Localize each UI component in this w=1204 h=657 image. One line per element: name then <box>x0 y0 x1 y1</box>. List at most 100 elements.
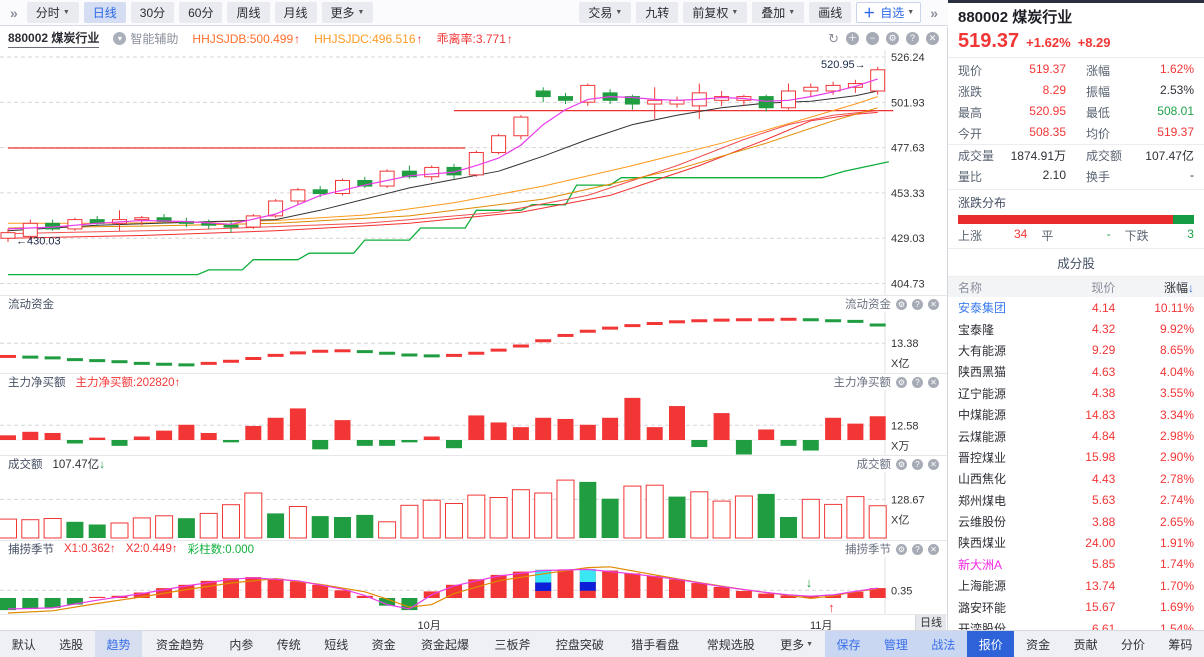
bottom-tab-资金趋势[interactable]: 资金趋势 <box>142 631 217 657</box>
bottom-tab-保存[interactable]: 保存 <box>824 631 873 657</box>
bottom-tab-传统[interactable]: 传统 <box>265 631 312 657</box>
help-icon[interactable]: ? <box>912 458 923 470</box>
toolbar-item-月线[interactable]: 月线 <box>274 2 317 23</box>
stat-最高: 最高 520.95 <box>948 104 1076 121</box>
stock-price: 4.84 <box>1091 429 1116 444</box>
help-icon[interactable]: ? <box>912 298 923 310</box>
stock-row[interactable]: 新大洲A 5.85 1.74% <box>948 554 1204 575</box>
toolbar-item-分时[interactable]: 分时 ▼ <box>26 2 79 23</box>
bottom-tab-控盘突破[interactable]: 控盘突破 <box>542 631 617 657</box>
liquid-funds-chart[interactable]: 13.38 X亿 <box>0 312 948 373</box>
stock-row[interactable]: 辽宁能源 4.38 3.55% <box>948 383 1204 404</box>
toolbar-item-label: 叠加 <box>761 6 786 20</box>
toolbar-item-日线[interactable]: 日线 <box>83 2 126 23</box>
stock-row[interactable]: 晋控煤业 15.98 2.90% <box>948 447 1204 468</box>
stock-name: 郑州煤电 <box>958 493 1007 508</box>
close-icon[interactable]: ✕ <box>928 298 939 310</box>
toolbar-item-label: 60分 <box>188 6 214 20</box>
stock-row[interactable]: 山西焦化 4.43 2.78% <box>948 468 1204 489</box>
toolbar-item-前复权[interactable]: 前复权 ▼ <box>683 2 748 23</box>
help-icon[interactable]: ? <box>912 376 923 388</box>
stat-最低: 最低 508.01 <box>1076 104 1204 121</box>
bottom-tab-label: 默认 <box>11 638 36 652</box>
toolbar-item-叠加[interactable]: 叠加 ▼ <box>752 2 805 23</box>
bottom-tab-资金起爆[interactable]: 资金起爆 <box>407 631 482 657</box>
stock-price: 3.88 <box>1091 514 1116 529</box>
bottom-tab-三板斧[interactable]: 三板斧 <box>483 631 542 657</box>
stock-price: 14.83 <box>1085 407 1116 422</box>
stock-row[interactable]: 云煤能源 4.84 2.98% <box>948 425 1204 446</box>
stock-row[interactable]: 大有能源 9.29 8.65% <box>948 340 1204 361</box>
stock-row[interactable]: 云维股份 3.88 2.65% <box>948 511 1204 532</box>
panel-main-buy-title-right: 主力净买额 <box>833 377 892 389</box>
svg-text:X亿: X亿 <box>891 513 909 526</box>
turnover-value: 107.47亿↓ <box>52 459 105 471</box>
refresh-icon[interactable]: ↻ <box>828 31 839 46</box>
period-tab[interactable]: 日线 <box>915 615 946 631</box>
stock-name: 陕西黑猫 <box>958 365 1007 380</box>
bottom-tab-贡献[interactable]: 贡献 <box>1062 631 1109 657</box>
close-icon[interactable]: ✕ <box>928 543 939 555</box>
close-icon[interactable]: ✕ <box>928 458 939 470</box>
indicator-HHJSJDC: HHJSJDC:496.516↑ <box>314 32 422 46</box>
toolbar-item-30分[interactable]: 30分 <box>130 2 175 23</box>
toolbar-item-周线[interactable]: 周线 <box>227 2 270 23</box>
toolbar-item-交易[interactable]: 交易 ▼ <box>579 2 632 23</box>
close-icon[interactable]: ✕ <box>926 32 939 45</box>
gear-icon[interactable]: ⚙ <box>896 376 907 388</box>
bottom-tab-猎手看盘[interactable]: 猎手看盘 <box>618 631 693 657</box>
stock-price: 15.67 <box>1085 600 1116 615</box>
bottom-tab-常规选股[interactable]: 常规选股 <box>693 631 768 657</box>
bottom-tab-趋势[interactable]: 趋势 <box>94 631 143 657</box>
bottom-tab-短线[interactable]: 短线 <box>313 631 360 657</box>
gear-icon[interactable]: ⚙ <box>896 298 907 310</box>
stock-row[interactable]: 陕西煤业 24.00 1.91% <box>948 532 1204 553</box>
double-arrow-icon[interactable]: » <box>10 4 18 21</box>
stock-row[interactable]: 上海能源 13.74 1.70% <box>948 575 1204 596</box>
season-x2-value: X2:0.449↑ <box>125 543 178 555</box>
turnover-chart[interactable]: 128.67 X亿 <box>0 472 948 540</box>
help-icon[interactable]: ? <box>906 32 919 45</box>
stock-row[interactable]: 郑州煤电 5.63 2.74% <box>948 490 1204 511</box>
bottom-tab-更多[interactable]: 更多 ▼ <box>768 631 824 657</box>
bottom-tab-资金[interactable]: 资金 <box>360 631 407 657</box>
stat-涨幅: 涨幅 1.62% <box>1076 62 1204 79</box>
stock-row[interactable]: 中煤能源 14.83 3.34% <box>948 404 1204 425</box>
bottom-tab-内参[interactable]: 内参 <box>218 631 265 657</box>
main-buy-chart[interactable]: 12.58 X万 <box>0 390 948 455</box>
bottom-tab-管理[interactable]: 管理 <box>872 631 920 657</box>
indicator-HHJSJDB: HHJSJDB:500.499↑ <box>192 32 300 46</box>
toolbar-item-九转[interactable]: 九转 <box>636 2 679 23</box>
col-pct-sort[interactable]: 涨幅↓ <box>1163 280 1194 295</box>
bottom-tab-资金[interactable]: 资金 <box>1014 631 1061 657</box>
toolbar-item-60分[interactable]: 60分 <box>179 2 223 23</box>
minus-icon[interactable]: − <box>866 32 879 45</box>
help-icon[interactable]: ? <box>912 543 923 555</box>
last-price: 519.37 <box>958 30 1020 52</box>
gear-icon[interactable]: ⚙ <box>886 32 899 45</box>
stock-row[interactable]: 安泰集团 4.14 10.11% <box>948 297 1204 318</box>
bottom-tab-战法[interactable]: 战法 <box>919 631 968 657</box>
toolbar-item-更多[interactable]: 更多 ▼ <box>321 2 374 23</box>
stock-name: 云煤能源 <box>958 429 1007 444</box>
gear-icon[interactable]: ⚙ <box>896 458 907 470</box>
main-candlestick-chart[interactable]: 526.24 501.93 477.63 453.33 429.03 404.73 ←430… <box>0 50 948 295</box>
close-icon[interactable]: ✕ <box>928 376 939 388</box>
stock-row[interactable]: 宝泰隆 4.32 9.92% <box>948 318 1204 339</box>
bottom-tab-报价[interactable]: 报价 <box>967 631 1015 657</box>
toolbar-item-画线[interactable]: 画线 <box>809 2 852 23</box>
season-chart[interactable]: 0.35 ↓ ↑ <box>0 557 948 614</box>
stock-row[interactable]: 陕西黑猫 4.63 4.04% <box>948 361 1204 382</box>
stock-row[interactable]: 潞安环能 15.67 1.69% <box>948 596 1204 617</box>
gear-icon[interactable]: ⚙ <box>896 543 907 555</box>
arrow-up-icon: ↑ <box>416 32 423 46</box>
bottom-tab-分价[interactable]: 分价 <box>1109 631 1156 657</box>
smart-assist-toggle[interactable]: ▾ 智能辅助 <box>113 30 178 47</box>
bottom-tab-选股[interactable]: 选股 <box>47 631 94 657</box>
plus-icon[interactable]: ＋ <box>846 32 859 45</box>
toolbar-item-自选[interactable]: ＋ 自选 ▼ <box>856 2 922 23</box>
bottom-tab-筹码[interactable]: 筹码 <box>1157 631 1204 657</box>
bottom-tab-默认[interactable]: 默认 <box>0 631 47 657</box>
double-arrow-icon[interactable]: » <box>930 4 938 21</box>
svg-text:526.24: 526.24 <box>891 52 925 64</box>
